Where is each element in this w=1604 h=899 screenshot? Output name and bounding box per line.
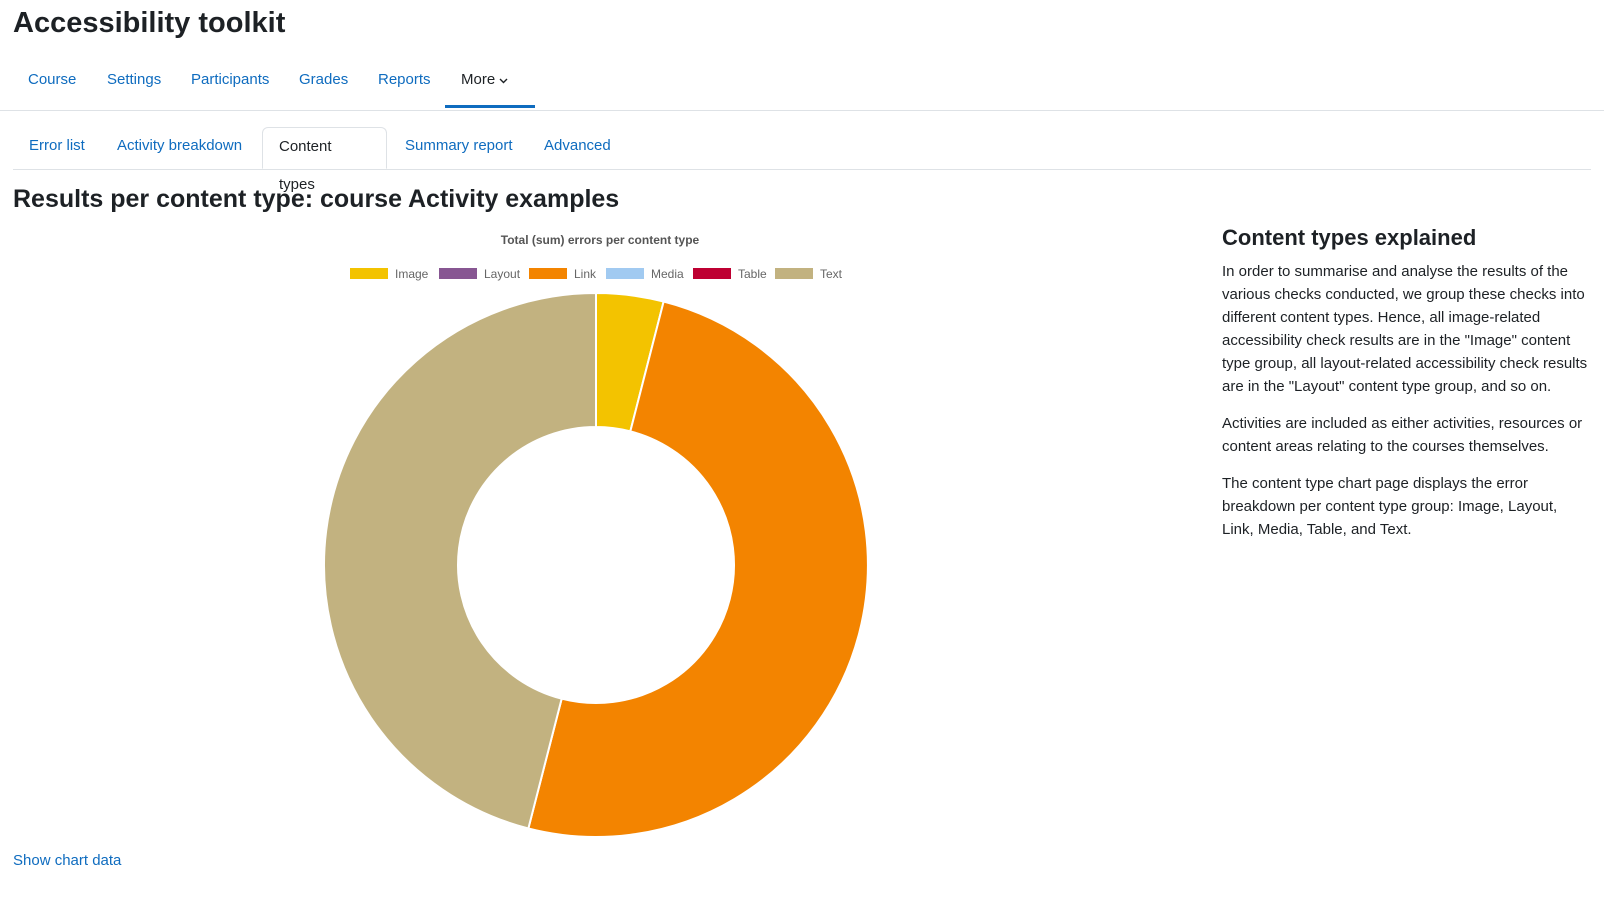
tab-summary-report[interactable]: Summary report: [405, 137, 513, 154]
legend-swatch-link: [529, 268, 567, 280]
legend-label-media: Media: [651, 267, 684, 281]
legend-swatch-image: [350, 268, 388, 280]
primary-navigation: Course Settings Participants Grades Repo…: [0, 58, 1604, 111]
chart-title: Total (sum) errors per content type: [500, 233, 700, 247]
nav-reports[interactable]: Reports: [378, 71, 431, 88]
legend-swatch-table: [693, 268, 731, 280]
legend-item-layout[interactable]: Layout: [439, 266, 520, 282]
tab-content-types[interactable]: Content types: [262, 127, 387, 193]
nav-course[interactable]: Course: [28, 71, 77, 88]
tab-error-list[interactable]: Error list: [29, 137, 85, 154]
legend-label-link: Link: [574, 267, 597, 281]
explain-paragraph-3: The content type chart page displays the…: [1222, 475, 1558, 538]
secondary-tabs: Error list Activity breakdown Content ty…: [13, 127, 1591, 193]
legend-label-table: Table: [738, 267, 767, 281]
legend-label-text: Text: [820, 267, 843, 281]
legend-item-media[interactable]: Media: [606, 266, 684, 282]
tab-activity-breakdown[interactable]: Activity breakdown: [117, 137, 243, 154]
section-title: Results per content type: course Activit…: [13, 185, 620, 213]
legend-item-link[interactable]: Link: [529, 266, 596, 282]
tab-advanced[interactable]: Advanced: [544, 137, 611, 154]
page-title: Accessibility toolkit: [13, 7, 286, 39]
legend-label-layout: Layout: [484, 267, 521, 281]
legend-swatch-text: [775, 268, 813, 280]
nav-grades[interactable]: Grades: [299, 71, 349, 88]
explain-heading: Content types explained: [1222, 225, 1477, 250]
donut-chart: [323, 291, 869, 838]
explain-paragraph-2: Activities are included as either activi…: [1222, 415, 1583, 455]
legend-swatch-layout: [439, 268, 477, 280]
nav-more-label: More: [461, 71, 496, 88]
nav-more-menu[interactable]: More: [445, 58, 535, 108]
legend-item-table[interactable]: Table: [693, 266, 767, 282]
donut-slice-text[interactable]: [323, 291, 597, 830]
explain-paragraph-1: In order to summarise and analyse the re…: [1222, 263, 1588, 395]
show-chart-data-link[interactable]: Show chart data: [13, 852, 122, 869]
nav-settings[interactable]: Settings: [107, 71, 162, 88]
legend-item-image[interactable]: Image: [350, 266, 428, 282]
legend-label-image: Image: [395, 267, 429, 281]
legend-item-text[interactable]: Text: [775, 266, 842, 282]
legend-swatch-media: [606, 268, 644, 280]
donut-slice-link[interactable]: [527, 300, 869, 838]
chevron-down-icon: [499, 58, 508, 102]
nav-participants[interactable]: Participants: [191, 71, 270, 88]
content-types-explained: Content types explained In order to summ…: [1222, 224, 1592, 555]
